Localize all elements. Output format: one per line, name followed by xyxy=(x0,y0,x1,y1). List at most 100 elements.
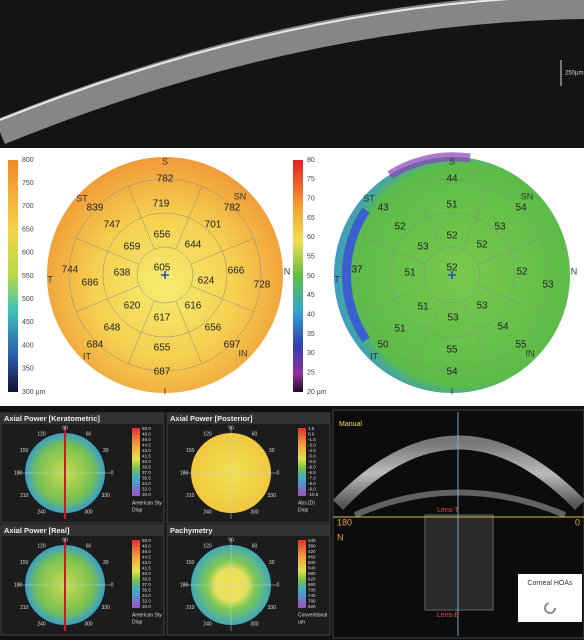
panel-scale-label: 50.0 xyxy=(142,538,151,543)
epithelium-value: 52 xyxy=(446,263,458,274)
oct-angle: 0 xyxy=(575,517,580,527)
panel-scale-label: 40.0 xyxy=(142,459,151,464)
panel-scale-label: 540 xyxy=(308,566,316,571)
angle-label: 180 xyxy=(180,582,189,588)
scale-label: 750 xyxy=(22,180,34,187)
panel-scale-label: 35.5 xyxy=(142,588,151,593)
panel-scale-label: 40.0 xyxy=(142,571,151,576)
thickness-value: 719 xyxy=(153,199,170,210)
panel-scale-label: 48.0 xyxy=(142,432,151,437)
sector-label: IN xyxy=(239,348,248,358)
panel-scale-label: -3.0 xyxy=(308,443,316,448)
epithelium-value: 53 xyxy=(417,242,429,253)
zone-ring xyxy=(68,178,262,372)
angle-label: 30 xyxy=(103,448,109,454)
panel-unit: Conventional xyxy=(298,612,327,618)
epithelium-value: 52 xyxy=(446,231,458,242)
scale-label: 25 xyxy=(307,370,315,377)
panel-scale-label: -8.0 xyxy=(308,481,316,486)
thickness-value: 697 xyxy=(224,340,241,351)
angle-label: 300 xyxy=(84,621,93,627)
panel-colorbar xyxy=(298,540,306,608)
thickness-value: 638 xyxy=(114,268,131,279)
angle-label: 210 xyxy=(20,605,29,611)
oct-side: N xyxy=(337,532,344,542)
panel-scale-label: 32.0 xyxy=(142,487,151,492)
panel-scale-label: 660 xyxy=(308,582,316,587)
scale-label: 550 xyxy=(22,273,34,280)
thickness-value: 666 xyxy=(228,266,245,277)
panel-scale-label: 30.0 xyxy=(142,604,151,609)
center-cross xyxy=(448,271,456,279)
zone-spoke xyxy=(76,238,140,265)
oct-angle: 180 xyxy=(337,517,352,527)
scale-label: 30 xyxy=(307,350,315,357)
angle-label: 210 xyxy=(186,605,195,611)
thickness-value: 616 xyxy=(185,301,202,312)
panel-scale-label: 30.0 xyxy=(142,492,151,497)
zone-spoke xyxy=(363,285,427,312)
zone-spoke xyxy=(190,285,254,312)
zone-ring xyxy=(423,246,481,304)
angle-label: 180 xyxy=(180,470,189,476)
panel-scale-label: -1.5 xyxy=(308,437,316,442)
angle-label: 240 xyxy=(37,509,46,515)
thickness-value: 659 xyxy=(124,242,141,253)
zone-spoke xyxy=(190,238,254,265)
sector-label: IN xyxy=(526,348,535,358)
angle-label: 120 xyxy=(37,431,46,437)
thickness-value: 644 xyxy=(185,240,202,251)
sector-label: ST xyxy=(76,193,88,203)
thickness-value: 656 xyxy=(205,323,222,334)
scale-label: 60 xyxy=(307,234,315,241)
panel-scale-label: 50.0 xyxy=(142,426,151,431)
panel-scale-label: 0.0 xyxy=(308,432,315,437)
scale-label: 20 µm xyxy=(307,389,327,396)
panel-scale-label: 44.5 xyxy=(142,555,151,560)
scale-label: 450 xyxy=(22,319,34,326)
epithelium-value: 37 xyxy=(351,265,363,276)
epithelium-value: 51 xyxy=(404,268,416,279)
panel-scale-label: 620 xyxy=(308,577,316,582)
panel-scale-label: -7.0 xyxy=(308,476,316,481)
zone-spoke xyxy=(76,285,140,312)
panel-scale-label: 32.0 xyxy=(142,599,151,604)
sector-label: S xyxy=(449,156,455,166)
panel-scale-label: 780 xyxy=(308,599,316,604)
panel-scale-label: 44.5 xyxy=(142,443,151,448)
panel-scale-label: 37.0 xyxy=(142,470,151,475)
sector-label: IT xyxy=(83,351,92,361)
angle-label: 150 xyxy=(186,448,195,454)
panel-scale-label: -10.5 xyxy=(308,492,319,497)
angle-label: 90 xyxy=(228,537,234,543)
scale-label: 600 xyxy=(22,250,34,257)
zone-spoke xyxy=(462,300,489,364)
angle-label: 90 xyxy=(62,537,68,543)
scan-background xyxy=(0,0,584,148)
angle-label: 90 xyxy=(62,425,68,431)
panel-scale-label: 43.0 xyxy=(142,560,151,565)
angle-label: 30 xyxy=(269,560,275,566)
angle-label: 60 xyxy=(252,543,258,549)
thickness-value: 684 xyxy=(87,340,104,351)
angle-label: 330 xyxy=(268,605,277,611)
panel-scale-label: 740 xyxy=(308,593,316,598)
panel-scale-label: 35.5 xyxy=(142,476,151,481)
panel-scale-label: 46.0 xyxy=(142,437,151,442)
sector-label: SN xyxy=(521,191,534,201)
panel-scale-label: 34.0 xyxy=(142,593,151,598)
panel-scale-label: -5.0 xyxy=(308,454,316,459)
panel-unit: Diop xyxy=(298,507,309,513)
angle-label: 0 xyxy=(277,470,280,476)
scale-label: 400 xyxy=(22,342,34,349)
angle-label: 300 xyxy=(250,621,259,627)
angle-label: 60 xyxy=(252,431,258,437)
thickness-value: 655 xyxy=(154,343,171,354)
panel-scale-label: -4.5 xyxy=(308,448,316,453)
thickness-value: 687 xyxy=(154,367,171,378)
panel-scale-label: -6.0 xyxy=(308,465,316,470)
hoa-label: Corneal HOAs xyxy=(527,580,573,587)
panel-title: Axial Power [Keratometric] xyxy=(4,414,100,423)
thickness-value: 617 xyxy=(154,313,171,324)
zone-spoke xyxy=(363,238,427,265)
